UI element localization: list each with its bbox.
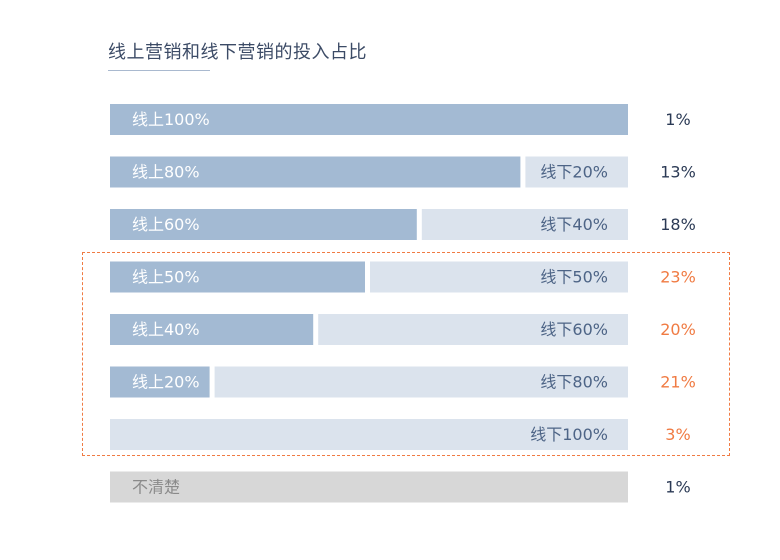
bar-label-offline: 线下80% [540, 373, 608, 392]
share-label: 13% [660, 163, 696, 182]
bar-offline [525, 156, 628, 188]
bar-online [110, 104, 628, 135]
share-label: 1% [665, 478, 690, 497]
bar-label-unclear: 不清楚 [132, 478, 180, 497]
bar-unclear [110, 471, 628, 503]
share-label: 1% [665, 110, 690, 129]
share-label: 21% [660, 373, 696, 392]
bar-offline [214, 366, 628, 398]
bar-online [110, 261, 365, 293]
bar-online [110, 156, 521, 188]
bar-label-online: 线上80% [132, 163, 200, 182]
bar-label-offline: 线下100% [530, 425, 608, 444]
bar-offline [370, 261, 628, 293]
bar-offline [110, 419, 628, 450]
chart-title: 线上营销和线下营销的投入占比 [108, 42, 367, 63]
bar-label-offline: 线下40% [540, 215, 608, 234]
bar-label-online: 线上60% [132, 215, 200, 234]
share-label: 23% [660, 268, 696, 287]
bar-online [110, 314, 314, 345]
bar-label-online: 线上20% [132, 373, 200, 392]
bar-label-offline: 线下50% [540, 268, 608, 287]
share-label: 20% [660, 320, 696, 339]
title-underline [108, 70, 210, 71]
bar-offline [318, 314, 628, 345]
bar-label-online: 线上50% [132, 268, 200, 287]
highlight-box [82, 252, 730, 456]
share-label: 3% [665, 425, 690, 444]
bar-offline [421, 209, 628, 240]
share-label: 18% [660, 215, 696, 234]
bar-online [110, 209, 417, 240]
bar-label-offline: 线下20% [540, 163, 608, 182]
bar-online [110, 366, 210, 398]
bar-label-online: 线上100% [132, 110, 210, 129]
bar-label-offline: 线下60% [540, 320, 608, 339]
bar-label-online: 线上40% [132, 320, 200, 339]
